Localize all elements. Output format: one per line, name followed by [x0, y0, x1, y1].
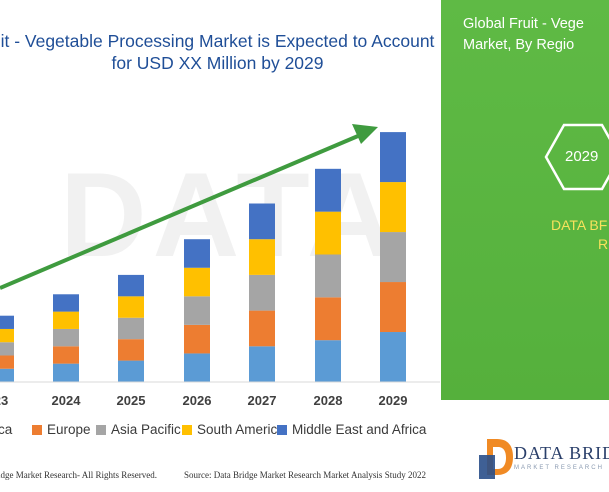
bar-segment-south-america-2025: [118, 296, 144, 318]
right-panel: Global Fruit - Vege Market, By Regio 202…: [441, 0, 609, 492]
x-tick-label: 23: [0, 393, 8, 408]
bar-segment-middle-east-and-africa-23: [0, 315, 14, 329]
data-bridge-logo-icon: [479, 439, 513, 479]
brand-tagline: MARKET RESEARCH: [514, 465, 604, 471]
bar-segment-middle-east-and-africa-2029: [380, 132, 406, 183]
bar-segment-south-america-2026: [184, 267, 210, 297]
legend-item-north-america: ca: [0, 421, 12, 439]
bar-segment-europe-2028: [315, 297, 341, 341]
legend-item-asia-pacific: Asia Pacific: [96, 421, 181, 439]
bar-segment-north-america-2028: [315, 340, 341, 382]
bar-segment-asia-pacific-2026: [184, 296, 210, 325]
bar-segment-south-america-23: [0, 328, 14, 343]
legend-item-south-america: South America: [182, 421, 285, 439]
bar-segment-europe-23: [0, 355, 14, 369]
bars-layer: [0, 132, 406, 382]
x-tick-label: 2026: [183, 393, 212, 408]
bar-segment-europe-2025: [118, 339, 144, 361]
x-tick-label: 2025: [117, 393, 146, 408]
bar-segment-middle-east-and-africa-2028: [315, 168, 341, 212]
brand-name: DATA BRIDGE: [514, 443, 609, 463]
chart-area: DATA BRIDGE it - Vegetable Processing Ma…: [0, 31, 440, 480]
bar-segment-asia-pacific-23: [0, 342, 14, 356]
bar-segment-middle-east-and-africa-2024: [53, 294, 79, 312]
trend-arrow-head: [352, 124, 378, 144]
bar-segment-north-america-2024: [53, 363, 79, 382]
right-panel-title-line2: Market, By Regio: [463, 37, 575, 53]
bar-segment-north-america-2026: [184, 353, 210, 382]
x-tick-label: 2024: [52, 393, 82, 408]
legend-swatch-europe: [32, 425, 42, 435]
bar-segment-middle-east-and-africa-2026: [184, 239, 210, 268]
right-panel-subtitle-2: R: [598, 236, 609, 252]
legend-label-europe: Europe: [47, 422, 91, 437]
right-panel-subtitle: DATA BF: [551, 217, 608, 233]
trend-arrow: [0, 124, 378, 290]
right-panel-green: [441, 0, 609, 400]
legend-item-mea: Middle East and Africa: [277, 421, 426, 439]
x-tick-label: 2027: [248, 393, 277, 408]
legend-label-asia-pacific: Asia Pacific: [111, 422, 181, 437]
footer-source: Source: Data Bridge Market Research Mark…: [184, 470, 426, 480]
year-label: 2029: [565, 148, 599, 165]
bar-segment-north-america-23: [0, 368, 14, 382]
bar-segment-north-america-2025: [118, 360, 144, 382]
x-tick-label: 2029: [379, 393, 408, 408]
bar-segment-asia-pacific-2024: [53, 328, 79, 347]
bar-segment-asia-pacific-2025: [118, 317, 144, 340]
legend-label-south-america: South America: [197, 422, 285, 437]
right-panel-title-line1: Global Fruit - Vege: [463, 16, 584, 32]
legend-swatch-south-america: [182, 425, 192, 435]
legend: ca Europe Asia Pacific South America Mid…: [0, 421, 440, 439]
bar-segment-north-america-2027: [249, 346, 275, 382]
bar-segment-europe-2027: [249, 310, 275, 347]
trend-arrow-line: [0, 134, 359, 290]
bar-segment-south-america-2027: [249, 239, 275, 275]
legend-swatch-asia-pacific: [96, 425, 106, 435]
bar-segment-south-america-2029: [380, 182, 406, 233]
bar-segment-asia-pacific-2028: [315, 254, 341, 298]
bar-segment-europe-2024: [53, 346, 79, 364]
bar-segment-europe-2026: [184, 324, 210, 354]
bar-segment-asia-pacific-2027: [249, 274, 275, 311]
bar-segment-europe-2029: [380, 282, 406, 333]
chart-plot: 23 2024 2025 2026 2027 2028 2029: [0, 124, 440, 408]
right-panel-title: Global Fruit - Vege Market, By Regio: [463, 14, 609, 56]
legend-label-north-america: ca: [0, 422, 13, 437]
bar-segment-asia-pacific-2029: [380, 232, 406, 283]
chart-title: it - Vegetable Processing Market is Expe…: [0, 31, 435, 73]
legend-item-europe: Europe: [32, 421, 91, 439]
year-hexagon-icon: [544, 123, 609, 191]
legend-label-mea: Middle East and Africa: [292, 422, 427, 437]
bar-segment-middle-east-and-africa-2027: [249, 203, 275, 240]
footer-copyright: idge Market Research- All Rights Reserve…: [0, 470, 157, 480]
legend-swatch-mea: [277, 425, 287, 435]
bar-segment-south-america-2028: [315, 211, 341, 255]
x-tick-label: 2028: [314, 393, 343, 408]
bar-segment-south-america-2024: [53, 311, 79, 329]
bar-segment-north-america-2029: [380, 332, 406, 382]
bar-segment-middle-east-and-africa-2025: [118, 274, 144, 297]
x-tick-labels: 23 2024 2025 2026 2027 2028 2029: [0, 393, 407, 408]
